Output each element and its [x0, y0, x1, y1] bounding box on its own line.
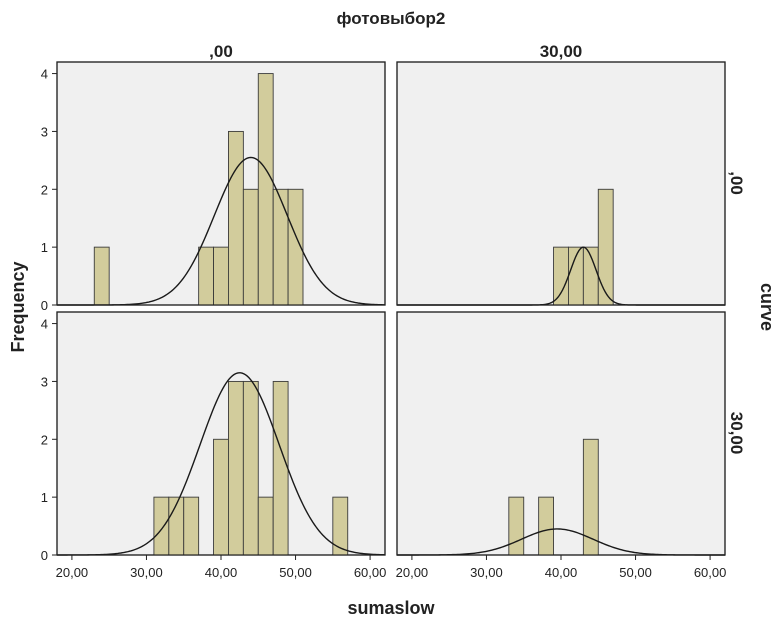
histogram-bar-0-4	[242, 188, 259, 306]
column-header-1: 30,00	[540, 42, 583, 61]
y-tick-label-1-0: 0	[41, 548, 48, 563]
y-tick-label-0-4: 4	[41, 67, 48, 82]
x-tick-label-1-1: 30,00	[470, 565, 503, 580]
x-tick-label-0-4: 60,00	[354, 565, 387, 580]
histogram-bar-1-0	[553, 246, 569, 306]
histogram-bar-1-3	[597, 188, 614, 306]
x-tick-label-0-2: 40,00	[205, 565, 238, 580]
panel-0: 0 1 2 3 4	[41, 61, 386, 313]
histogram-bar-2-2	[183, 496, 200, 556]
histogram-bar-3-0	[508, 496, 525, 556]
histogram-bar-0-1	[198, 246, 214, 306]
y-tick-label-0-0: 0	[41, 298, 48, 313]
row-header-0: ,00	[727, 171, 746, 195]
histogram-bar-2-7	[272, 380, 289, 556]
histogram-bar-2-3	[213, 438, 229, 556]
y-tick-label-1-2: 2	[41, 432, 48, 447]
histogram-bar-0-3	[228, 130, 244, 306]
histogram-bar-0-6	[272, 188, 289, 306]
y-axis-label: Frequency	[8, 261, 28, 352]
histogram-bar-2-6	[257, 496, 274, 556]
histogram-bar-0-2	[213, 246, 229, 306]
panel-background	[396, 311, 726, 556]
panel-3: 20,00 30,00 40,00 50,00 60,00	[396, 311, 727, 580]
y-tick-label-1-4: 4	[41, 317, 48, 332]
histogram-bar-0-0	[93, 246, 110, 306]
panel-1	[396, 61, 726, 306]
column-header-0: ,00	[209, 42, 233, 61]
panel-frame	[56, 61, 386, 306]
histogram-bar-2-0	[153, 496, 170, 556]
x-tick-label-1-3: 50,00	[619, 565, 652, 580]
y-tick-label-1-1: 1	[41, 490, 48, 505]
histogram-bar-2-5	[242, 380, 259, 556]
histogram-bar-2-4	[228, 380, 244, 556]
y-tick-label-0-1: 1	[41, 240, 48, 255]
x-tick-label-0-0: 20,00	[56, 565, 89, 580]
histogram-bar-3-1	[538, 496, 554, 556]
histogram-bar-2-8	[332, 496, 349, 556]
x-tick-label-0-3: 50,00	[279, 565, 312, 580]
normal-curve-2	[56, 372, 386, 556]
row-header-1: 30,00	[727, 412, 746, 455]
x-tick-label-0-1: 30,00	[130, 565, 163, 580]
histogram-bar-0-5	[257, 73, 274, 306]
y-tick-label-0-3: 3	[41, 124, 48, 139]
y-tick-label-0-2: 2	[41, 182, 48, 197]
curve-axis-label: curve	[757, 283, 777, 331]
x-axis-label: sumaslow	[347, 598, 435, 617]
panel-frame	[396, 61, 726, 306]
chart-title: фотовыбор2	[337, 9, 446, 28]
x-tick-label-1-4: 60,00	[694, 565, 727, 580]
x-tick-label-1-0: 20,00	[396, 565, 429, 580]
x-tick-label-1-2: 40,00	[545, 565, 578, 580]
y-tick-label-1-3: 3	[41, 374, 48, 389]
panel-2: 0 1 2 3 4 20,00 30,00 40,00 50,00 60,00	[41, 311, 387, 580]
